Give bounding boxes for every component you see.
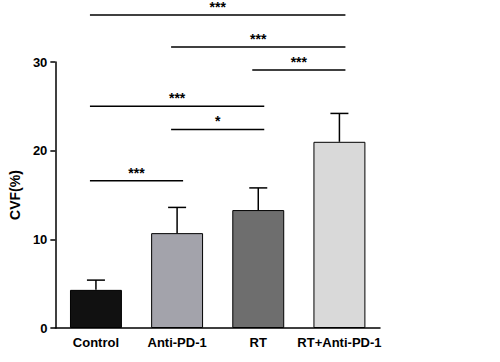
svg-text:RT+Anti-PD-1: RT+Anti-PD-1 bbox=[297, 335, 381, 350]
svg-text:***: *** bbox=[169, 90, 186, 106]
svg-text:10: 10 bbox=[33, 232, 47, 247]
svg-text:*: * bbox=[215, 113, 221, 129]
svg-text:0: 0 bbox=[40, 321, 47, 336]
svg-text:***: *** bbox=[210, 0, 227, 15]
svg-text:***: *** bbox=[291, 54, 308, 70]
svg-text:RT: RT bbox=[250, 335, 267, 350]
svg-text:***: *** bbox=[128, 165, 145, 181]
svg-text:30: 30 bbox=[33, 55, 47, 70]
svg-text:CVF(%): CVF(%) bbox=[7, 170, 23, 220]
svg-text:Anti-PD-1: Anti-PD-1 bbox=[147, 335, 206, 350]
svg-text:Control: Control bbox=[73, 335, 119, 350]
svg-text:***: *** bbox=[250, 31, 267, 47]
svg-text:20: 20 bbox=[33, 143, 47, 158]
